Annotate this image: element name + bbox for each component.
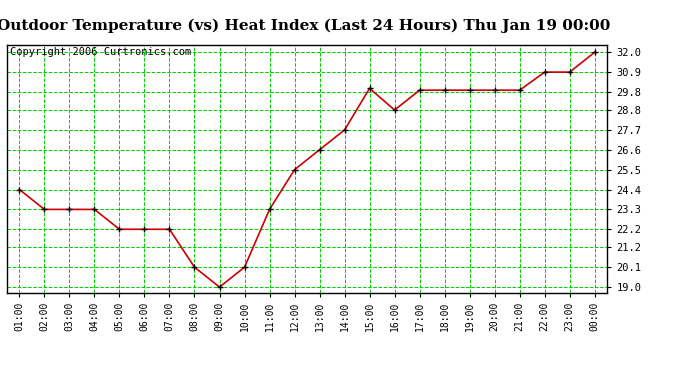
Text: Outdoor Temperature (vs) Heat Index (Last 24 Hours) Thu Jan 19 00:00: Outdoor Temperature (vs) Heat Index (Las… [0, 19, 610, 33]
Text: Copyright 2006 Curtronics.com: Copyright 2006 Curtronics.com [10, 48, 191, 57]
